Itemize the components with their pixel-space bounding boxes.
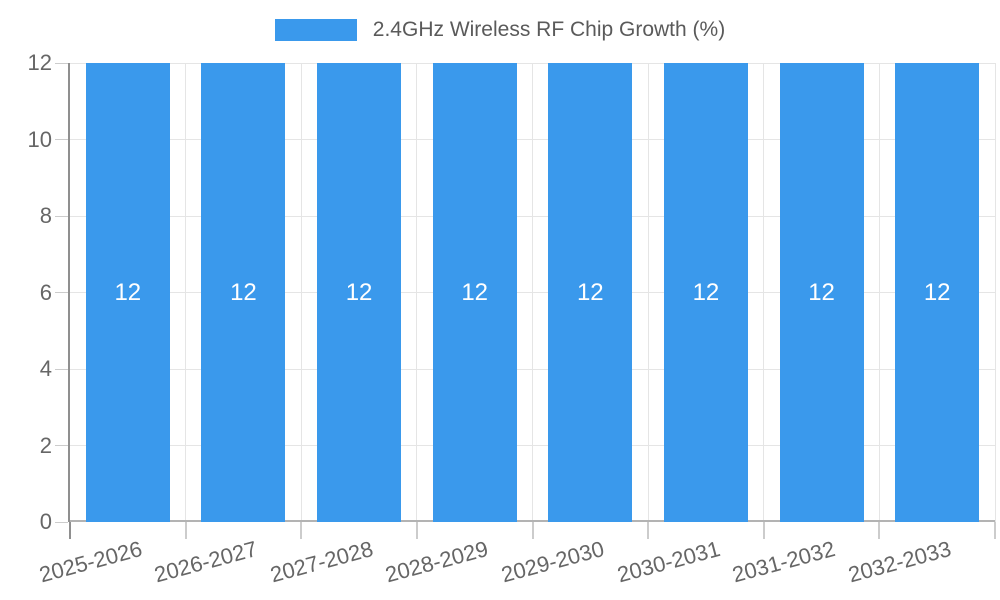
legend[interactable]: 2.4GHz Wireless RF Chip Growth (%) [0,17,1000,43]
x-tick-label: 2026-2027 [151,536,260,588]
bar: 12 [317,63,402,522]
x-tick-label: 2027-2028 [267,536,376,588]
x-gridline [763,63,765,522]
bar-value-label: 12 [230,278,257,306]
bar-value-label: 12 [923,278,951,306]
bar: 12 [85,63,170,522]
x-tick-mark [878,522,881,539]
x-tick-mark [994,522,996,539]
bar-value-label: 12 [345,278,373,306]
y-axis-tick-labels: 0 2 4 6 8 10 12 [0,50,52,534]
x-tick-mark [415,522,418,539]
x-tick-mark [69,522,71,539]
y-tick-label: 12 [27,50,52,75]
y-tick-label: 10 [27,126,52,152]
y-tick-mark [55,139,68,140]
bar-value-label: 12 [114,278,142,306]
bar: 12 [548,63,633,522]
bar: 12 [779,63,864,522]
x-tick-label: 2031-2032 [729,536,839,588]
y-tick-mark [55,292,68,293]
y-tick-label: 4 [39,356,52,381]
y-tick-label: 6 [39,279,52,305]
x-tick-label: 2032-2033 [845,536,954,588]
bar: 12 [201,63,286,522]
y-tick-mark [55,521,68,523]
x-axis-line [70,520,995,522]
x-tick-label: 2030-2031 [614,536,723,588]
legend-label: 2.4GHz Wireless RF Chip Growth (%) [372,18,726,41]
x-tick-label: 2028-2029 [383,536,492,588]
x-tick-mark [300,522,303,539]
y-tick-mark [55,368,68,370]
x-gridline [416,63,418,522]
plot-area: 12 12 12 12 12 12 12 12 [55,62,996,539]
y-tick-label: 0 [39,509,52,534]
y-tick-mark [55,62,68,64]
x-tick-mark [184,522,187,539]
y-tick-label: 2 [39,432,52,458]
y-tick-label: 8 [39,203,52,228]
x-tick-mark [762,522,765,539]
x-tick-label: 2025-2026 [36,536,145,588]
x-gridline [994,63,996,522]
x-axis-tick-labels: 2025-2026 2026-2027 2027-2028 2028-2029 2029… [0,522,1000,600]
x-tick-label: 2029-2030 [498,536,607,588]
bar: 12 [663,63,748,522]
bar-value-label: 12 [461,278,489,306]
x-gridline [185,63,187,522]
x-tick-mark [647,522,650,539]
legend-swatch-icon [274,19,357,41]
bar-value-label: 12 [808,278,835,306]
y-tick-mark [55,215,68,217]
bar: 12 [432,63,517,522]
y-axis-line [68,63,70,522]
bar: 12 [895,63,980,522]
y-tick-mark [55,445,68,446]
x-gridline [647,63,649,522]
x-tick-mark [531,522,534,539]
x-gridline [878,63,880,522]
bar-value-label: 12 [576,278,604,306]
x-gridline [300,63,302,522]
bar-value-label: 12 [692,278,720,306]
x-gridline [532,63,533,522]
